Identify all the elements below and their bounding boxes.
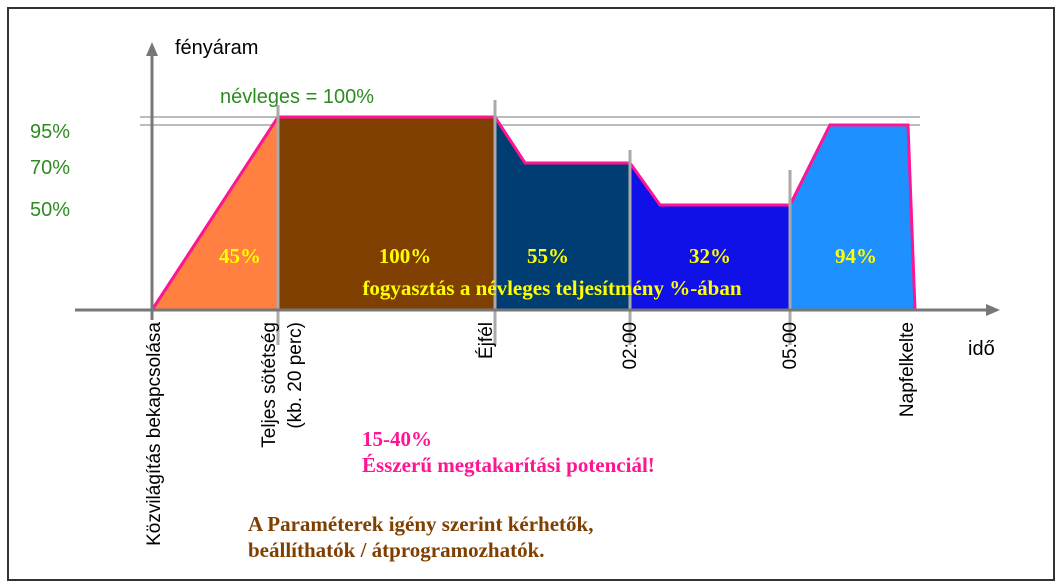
- segment-label: 45%: [219, 244, 261, 268]
- time-label: Éjfél: [476, 322, 497, 359]
- time-lines: [276, 100, 792, 345]
- segment-label: 55%: [527, 244, 569, 268]
- y-label: fényáram: [175, 37, 258, 59]
- time-label: 02:00: [620, 322, 641, 370]
- guides: [140, 116, 920, 126]
- x-label: idő: [968, 338, 995, 360]
- levels: 95% 70% 50%: [30, 121, 70, 221]
- time-label: Közvilágítás bekapcsolása: [144, 322, 165, 546]
- savings-text: Ésszerű megtakarítási potenciál!: [362, 453, 655, 477]
- area-full: [278, 117, 495, 310]
- segment-labels: 45% 100% 55% 32% 94% fogyasztás a névleg…: [219, 244, 877, 300]
- level-label: 70%: [30, 157, 70, 179]
- caption: fogyasztás a névleges teljesítmény %-ába…: [362, 276, 741, 300]
- level-label: 50%: [30, 199, 70, 221]
- savings: 15-40% Ésszerű megtakarítási potenciál!: [362, 427, 655, 477]
- time-label: Napfelkelte: [897, 322, 918, 417]
- note-line: beállíthatók / átprogramozhatók.: [248, 538, 545, 562]
- area-night: [630, 163, 790, 310]
- note: A Paraméterek igény szerint kérhetők, be…: [248, 512, 593, 562]
- time-labels: Közvilágítás bekapcsolása Teljes sötétsé…: [144, 322, 918, 546]
- time-label: Teljes sötétség: [259, 322, 280, 448]
- time-label: 05:00: [780, 322, 801, 370]
- note-line: A Paraméterek igény szerint kérhetők,: [248, 512, 593, 536]
- savings-range: 15-40%: [362, 427, 432, 451]
- segment-label: 94%: [835, 244, 877, 268]
- area-midnight: [495, 117, 630, 310]
- x-arrow: [986, 304, 1000, 316]
- segment-label: 32%: [689, 244, 731, 268]
- time-label: (kb. 20 perc): [285, 322, 306, 429]
- y-arrow: [146, 42, 158, 56]
- profile-outline: [150, 115, 917, 311]
- frame: [7, 7, 1055, 581]
- nominal-label: névleges = 100%: [220, 86, 374, 108]
- segment-label: 100%: [379, 244, 432, 268]
- area-dawn: [790, 125, 915, 310]
- level-label: 95%: [30, 121, 70, 143]
